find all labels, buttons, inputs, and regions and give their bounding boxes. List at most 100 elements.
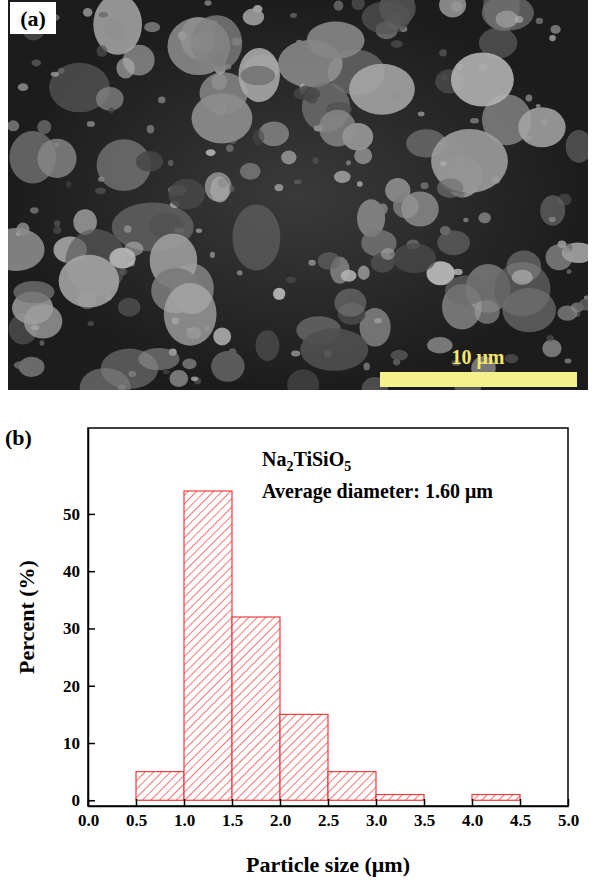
sem-particle (463, 218, 468, 223)
sem-particle (362, 1, 411, 34)
x-axis-tick: 1.5 (222, 799, 243, 830)
sem-particle (168, 160, 174, 167)
y-axis-tick: 30 (63, 619, 95, 638)
sem-particle (505, 354, 519, 363)
panel-label: (a) (20, 6, 46, 31)
x-axis-tick-label: 4.0 (462, 811, 483, 830)
sem-particle (379, 203, 388, 214)
y-axis-tick-mark (88, 514, 95, 516)
sem-particle (502, 288, 556, 332)
sem-particle (87, 121, 95, 127)
sem-particle (536, 18, 543, 24)
sem-particle (421, 182, 429, 189)
sem-particle (204, 0, 211, 5)
histogram-bar (232, 617, 280, 800)
y-axis-tick-mark (88, 800, 95, 802)
sem-particle (302, 85, 308, 90)
sem-particle (275, 184, 284, 191)
x-axis-tick: 5.0 (558, 799, 579, 830)
sem-particle (30, 207, 39, 213)
y-axis-tick-label: 20 (63, 677, 80, 696)
sem-particle (546, 244, 573, 270)
sem-particle (290, 13, 297, 18)
y-axis-tick-label: 10 (63, 734, 80, 753)
sem-particle (542, 339, 561, 357)
sem-particle (342, 123, 373, 150)
x-axis-tick-label: 0.0 (78, 811, 99, 830)
sem-particle (53, 227, 61, 234)
histogram-bar (472, 795, 520, 801)
histogram-panel: 0.00.51.01.52.02.53.03.54.04.55.00102030… (5, 425, 579, 877)
sem-particle (441, 74, 448, 80)
y-axis-tick-label: 40 (63, 562, 80, 581)
x-axis-tick: 3.0 (366, 799, 387, 830)
sem-particle (334, 1, 344, 11)
sem-particle (439, 49, 447, 56)
x-axis-tick: 4.5 (510, 799, 531, 830)
sem-particle (551, 25, 561, 34)
sem-particle (237, 270, 243, 275)
sem-particle (401, 191, 438, 226)
sem-particle (300, 328, 368, 371)
sem-particle (118, 298, 140, 317)
histogram-bar (424, 800, 472, 801)
y-axis-tick-label: 50 (63, 505, 80, 524)
sem-particle (567, 269, 572, 274)
y-axis-tick-mark (88, 743, 95, 745)
y-axis-tick-mark (88, 628, 95, 630)
histogram-bar (184, 491, 232, 800)
sem-particle (334, 289, 366, 317)
sem-particle (253, 129, 265, 145)
x-axis-tick-label: 3.0 (366, 811, 387, 830)
x-axis-tick-label: 4.5 (510, 811, 531, 830)
scale-bar (380, 372, 577, 387)
sem-particle (136, 151, 163, 172)
micrograph-background (8, 0, 588, 390)
sem-particle (104, 19, 125, 40)
sem-particle (164, 283, 217, 346)
sem-particle (549, 217, 556, 222)
sem-particle (437, 178, 464, 198)
x-axis-tick: 2.0 (270, 799, 291, 830)
annotation: Average diameter: 1.60 μm (262, 480, 493, 503)
y-axis-tick: 10 (63, 734, 95, 753)
scale-bar-label: 10 μm (452, 346, 505, 369)
y-axis-tick-label: 30 (63, 619, 80, 638)
sem-particle (20, 5, 47, 40)
sem-particle (352, 0, 365, 10)
sem-particle (470, 118, 479, 124)
sem-particle (281, 150, 296, 164)
sem-particle (211, 351, 245, 382)
sem-particle (440, 161, 446, 166)
y-axis: 0 10 20 30 40 50 (63, 429, 95, 811)
sem-particle (14, 361, 28, 369)
sem-particle (88, 321, 94, 326)
x-axis-tick-mark (328, 799, 330, 806)
sem-particle (238, 48, 279, 102)
sem-particle (169, 370, 188, 387)
sem-particle (363, 363, 369, 371)
sem-particle (287, 369, 319, 390)
sem-particle (390, 92, 400, 100)
sem-particle (37, 139, 76, 178)
x-axis-tick-mark (472, 799, 474, 806)
sem-particle (374, 318, 382, 324)
sem-particle (168, 179, 205, 209)
x-axis-tick-label: 1.5 (222, 811, 243, 830)
sem-particle (163, 370, 169, 374)
sem-particle (243, 9, 265, 26)
sem-particle (294, 180, 302, 185)
sem-particle (312, 157, 318, 164)
sem-particle (17, 223, 30, 236)
histogram-bar (136, 772, 184, 801)
sem-particle (37, 120, 51, 134)
x-axis-tick-mark (568, 799, 570, 806)
sem-particle (191, 377, 198, 382)
y-axis-tick: 0 (72, 791, 96, 810)
sem-particle (83, 8, 92, 17)
sem-particle (318, 252, 340, 270)
sem-particle (240, 66, 275, 85)
sem-particle (66, 181, 72, 188)
sem-particle (99, 12, 108, 18)
sem-particle (418, 112, 425, 117)
